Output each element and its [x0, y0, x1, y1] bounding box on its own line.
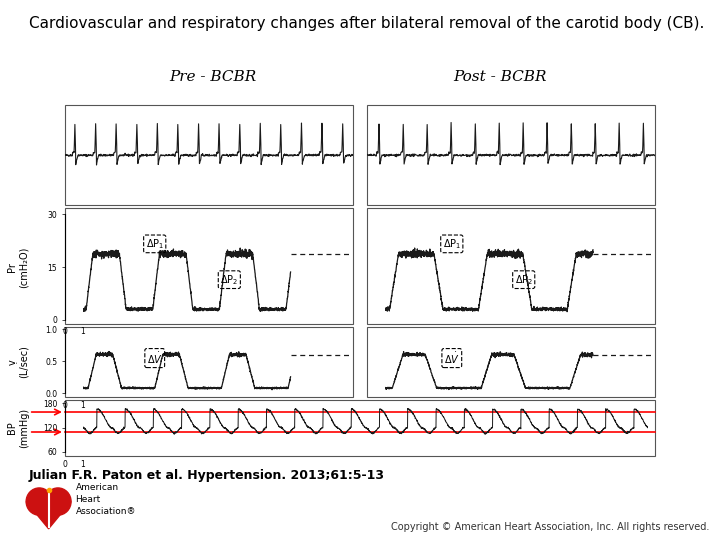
Text: ṿ
(L/sec): ṿ (L/sec) [7, 346, 29, 378]
Bar [65, 400, 655, 456]
Circle shape [26, 488, 53, 515]
Text: $\Delta$P$_2$: $\Delta$P$_2$ [220, 273, 238, 287]
Bar [367, 327, 655, 397]
Text: American
Heart
Association®: American Heart Association® [76, 483, 136, 516]
Text: Julian F.R. Paton et al. Hypertension. 2013;61:5-13: Julian F.R. Paton et al. Hypertension. 2… [29, 469, 384, 482]
Text: $\Delta\dot{V}$: $\Delta\dot{V}$ [444, 350, 460, 366]
Text: $\Delta\dot{V}$: $\Delta\dot{V}$ [147, 350, 163, 366]
Bar [367, 105, 655, 205]
Text: Pre - BCBR: Pre - BCBR [168, 70, 256, 84]
Circle shape [45, 488, 71, 515]
Bar [367, 208, 655, 324]
Text: Post - BCBR: Post - BCBR [454, 70, 547, 84]
Text: BP
(mmHg): BP (mmHg) [7, 408, 29, 448]
Bar [65, 105, 353, 205]
Text: Copyright © American Heart Association, Inc. All rights reserved.: Copyright © American Heart Association, … [391, 522, 709, 532]
Bar [65, 208, 353, 324]
Bar [65, 327, 353, 397]
Polygon shape [26, 502, 71, 529]
Text: Cardiovascular and respiratory changes after bilateral removal of the carotid bo: Cardiovascular and respiratory changes a… [29, 16, 704, 31]
Text: $\Delta$P$_2$: $\Delta$P$_2$ [515, 273, 533, 287]
Text: $\Delta$P$_1$: $\Delta$P$_1$ [145, 237, 164, 251]
Text: $\Delta$P$_1$: $\Delta$P$_1$ [443, 237, 461, 251]
Text: Pr
(cmH₂O): Pr (cmH₂O) [7, 247, 29, 288]
